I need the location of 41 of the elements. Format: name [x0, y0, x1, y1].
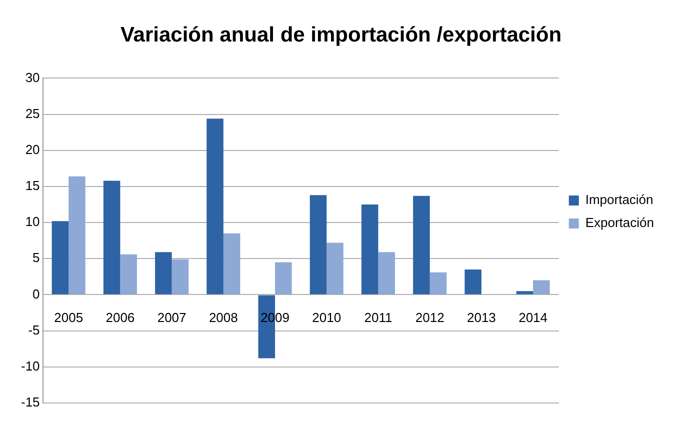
x-tick-label: 2010 — [312, 310, 342, 325]
chart-title: Variación anual de importación /exportación — [120, 23, 562, 46]
x-tick-label: 2014 — [518, 310, 548, 325]
bar — [172, 259, 189, 294]
x-tick-label: 2011 — [364, 310, 392, 325]
bar — [155, 252, 172, 294]
y-tick-label: 20 — [25, 142, 40, 157]
bar — [310, 195, 327, 294]
y-tick-label: -5 — [28, 322, 40, 338]
x-tick-label: 2007 — [157, 310, 186, 325]
legend-label: Importación — [585, 192, 654, 208]
bar — [68, 176, 86, 294]
bar — [103, 180, 120, 294]
bar — [430, 272, 447, 294]
x-tick-label: 2013 — [466, 310, 496, 325]
y-tick-label: 5 — [32, 250, 40, 266]
y-tick-label: -15 — [20, 394, 40, 410]
bar — [533, 280, 550, 294]
y-tick-label: 30 — [25, 70, 40, 85]
x-tick-label: 2008 — [208, 310, 238, 325]
x-tick-label: 2009 — [260, 310, 290, 325]
bar — [275, 262, 292, 294]
bar — [223, 233, 240, 294]
y-tick-label: 25 — [25, 106, 40, 121]
bar — [464, 269, 482, 294]
bar — [378, 252, 395, 294]
bar — [326, 242, 344, 294]
y-tick-label: -10 — [20, 358, 40, 374]
y-tick-label: 15 — [25, 178, 40, 194]
bar — [206, 118, 224, 294]
x-tick-label: 2006 — [106, 310, 135, 325]
y-tick-label: 0 — [32, 286, 40, 302]
bar — [516, 291, 534, 294]
bar — [52, 221, 69, 294]
legend-label: Exportación — [585, 215, 654, 230]
x-tick-label: 2012 — [415, 310, 444, 325]
x-tick-label: 2005 — [54, 310, 84, 325]
bar — [413, 196, 430, 294]
y-tick-label: 10 — [25, 214, 40, 230]
bar — [361, 204, 378, 294]
bar — [120, 254, 137, 294]
